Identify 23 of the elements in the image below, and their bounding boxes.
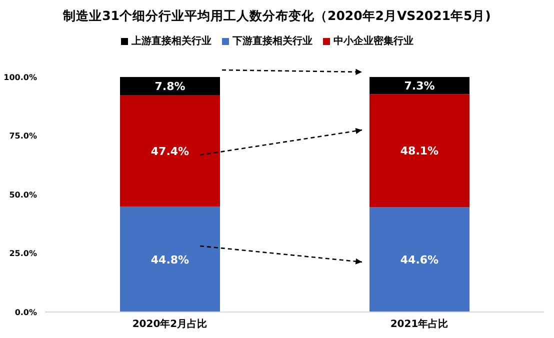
bar xyxy=(120,206,220,312)
bar xyxy=(370,77,470,94)
legend-label: 中小企业密集行业 xyxy=(334,36,414,47)
legend-label: 下游直接相关行业 xyxy=(232,36,312,47)
bar xyxy=(370,94,470,208)
y-tick-label: 75.0% xyxy=(9,132,37,141)
x-tick-label: 2020年2月占比 xyxy=(132,318,208,330)
y-tick-label: 25.0% xyxy=(9,249,37,258)
y-tick-label: 50.0% xyxy=(9,190,37,200)
bar xyxy=(370,207,470,312)
legend-label: 上游直接相关行业 xyxy=(132,36,212,47)
y-tick-label: 100.0% xyxy=(4,72,37,82)
x-tick-label: 2021年占比 xyxy=(390,318,448,330)
data-label: 48.1% xyxy=(400,144,439,158)
data-label: 7.3% xyxy=(404,79,435,92)
data-label: 44.6% xyxy=(400,254,439,266)
bar xyxy=(120,95,220,207)
data-label: 47.4% xyxy=(150,144,190,158)
bar xyxy=(120,77,220,96)
data-label: 7.8% xyxy=(154,80,186,94)
y-tick-label: 0.0% xyxy=(14,308,37,317)
chart-title: 制造业31个细分行业平均用工人数分布变化（2020年2月VS2021年5月) xyxy=(62,8,492,25)
data-label: 44.8% xyxy=(150,253,190,266)
